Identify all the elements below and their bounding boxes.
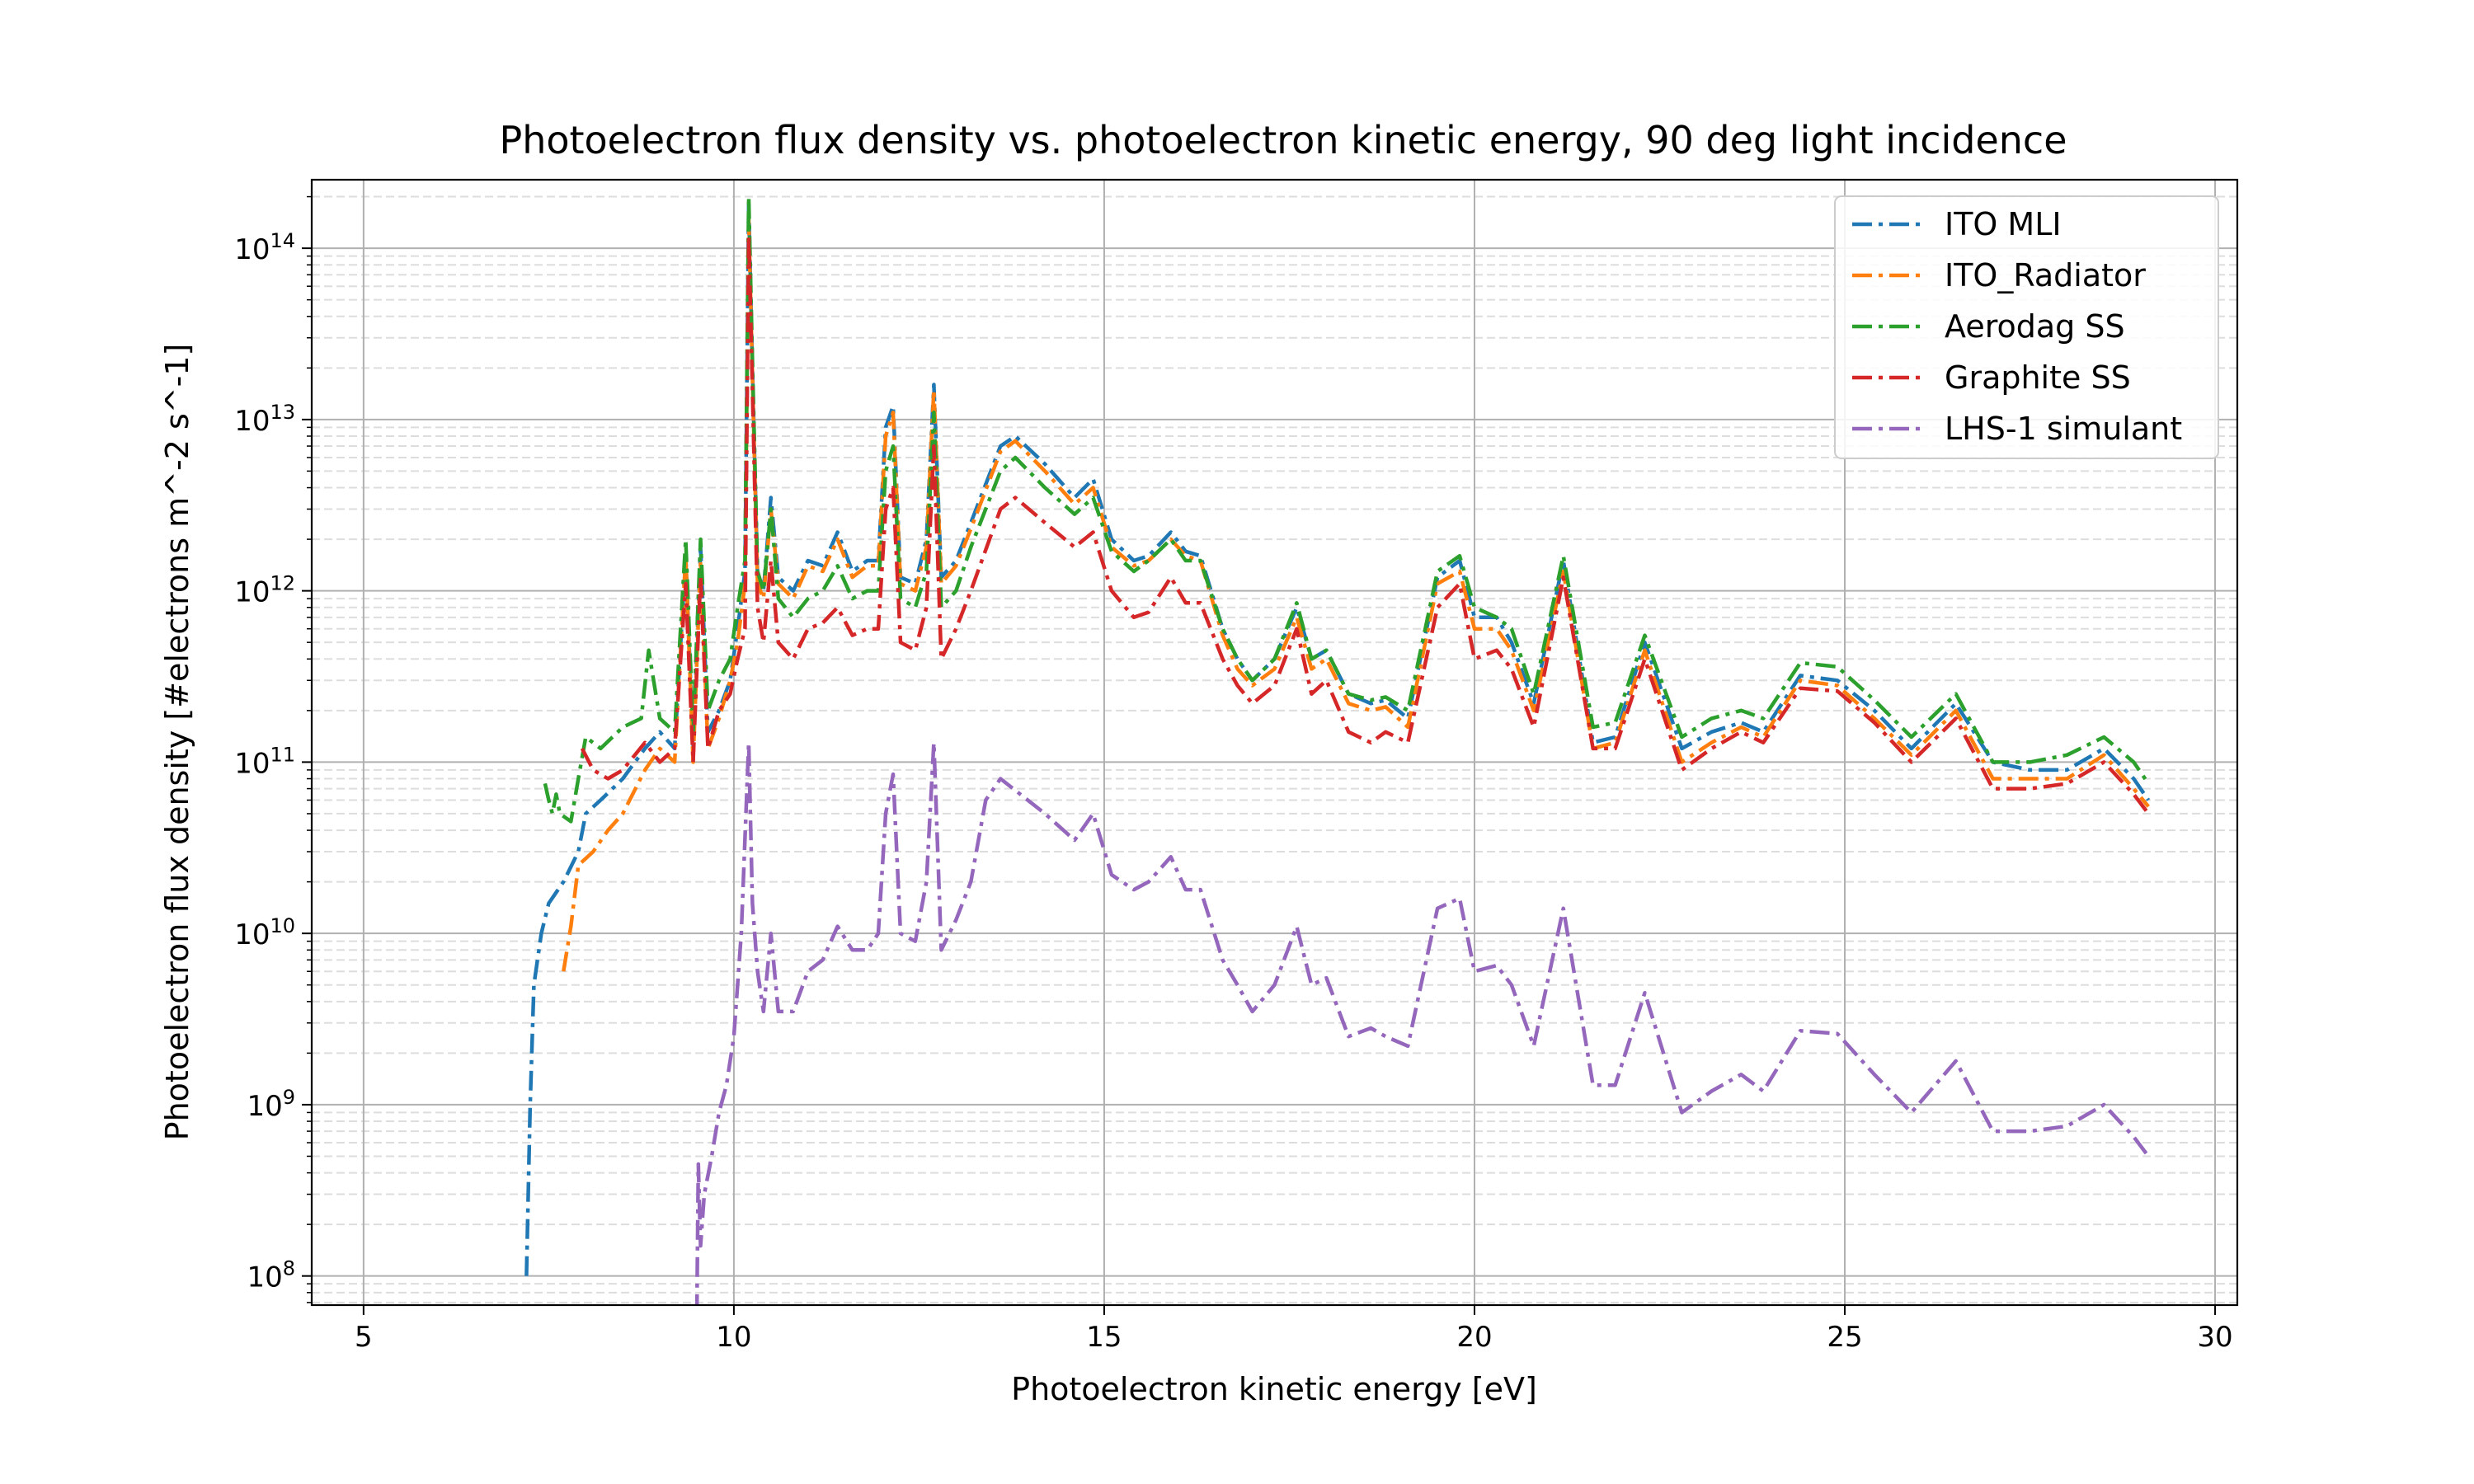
x-tick-label: 10: [716, 1321, 751, 1354]
y-tick-label: 1013: [234, 401, 295, 438]
y-tick-label: 1014: [234, 229, 295, 266]
legend-label: ITO_Radiator: [1945, 257, 2146, 294]
plot-frame: [310, 178, 2239, 1307]
y-tick-label: 108: [247, 1257, 295, 1294]
legend-label: Aerodag SS: [1945, 308, 2125, 345]
x-tick-label: 20: [1456, 1321, 1492, 1354]
series-line-ito-radiator: [562, 216, 2150, 972]
x-tick-label: 30: [2197, 1321, 2232, 1354]
x-tick-label: 5: [355, 1321, 373, 1354]
y-tick-label: 1010: [234, 914, 295, 951]
x-tick-label: 25: [1827, 1321, 1862, 1354]
legend-label: Graphite SS: [1945, 359, 2131, 396]
chart-title: Photoelectron flux density vs. photoelec…: [499, 118, 2067, 162]
y-tick-label: 109: [247, 1086, 295, 1123]
series-line-graphite-ss: [580, 232, 2150, 815]
x-axis-ticks: 5 10 15 20 25 30: [355, 1305, 2233, 1354]
legend: ITO MLI ITO_Radiator Aerodag SS Graphite SS…: [1834, 195, 2219, 459]
legend-box: [1834, 195, 2219, 459]
legend-label: ITO MLI: [1945, 206, 2062, 242]
y-axis-ticks: 108 109 1010 1011 1012 1013 1014: [234, 195, 312, 1303]
y-axis-label: Photoelectron flux density [#electrons m…: [159, 344, 195, 1141]
x-axis-label: Photoelectron kinetic energy [eV]: [1011, 1371, 1537, 1407]
x-tick-label: 15: [1086, 1321, 1122, 1354]
y-tick-label: 1011: [234, 743, 295, 780]
legend-label: LHS-1 simulant: [1945, 411, 2182, 447]
series-line-lhs-1-simulant: [694, 740, 2150, 1305]
y-tick-label: 1012: [234, 572, 295, 609]
series-lines: [524, 195, 2151, 1305]
